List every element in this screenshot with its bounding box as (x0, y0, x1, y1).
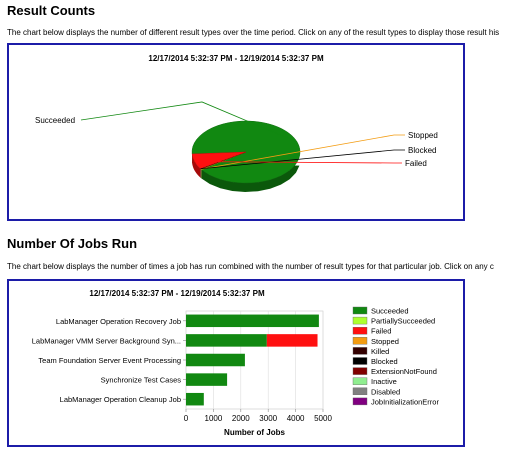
pie-label-succeeded[interactable]: Succeeded (35, 116, 75, 125)
bar-succeeded-4[interactable] (186, 373, 228, 386)
legend-swatch-stopped (352, 337, 368, 345)
bar-succeeded-5[interactable] (186, 392, 204, 406)
bar-succeeded-1[interactable] (186, 314, 319, 328)
legend-label-blocked[interactable]: Blocked (371, 357, 398, 366)
legend-label-extensionnotfound[interactable]: ExtensionNotFound (371, 367, 437, 376)
y-category-label[interactable]: LabManager VMM Server Background Syn... (32, 336, 181, 345)
result-counts-heading: Result Counts (7, 3, 96, 18)
legend-label-jobinitializationerror[interactable]: JobInitializationError (371, 397, 439, 406)
legend-swatch-blocked (352, 357, 368, 365)
jobs-run-heading: Number Of Jobs Run (7, 236, 138, 251)
legend-label-partiallysucceeded[interactable]: PartiallySucceeded (371, 317, 435, 326)
result-counts-description: The chart below displays the number of d… (7, 28, 500, 37)
jobs-run-bar-chart[interactable]: 12/17/2014 5:32:37 PM - 12/19/2014 5:32:… (9, 281, 463, 445)
pie-label-blocked[interactable]: Blocked (408, 146, 436, 155)
legend-swatch-extensionnotfound (352, 367, 368, 375)
pie-leader-failed (194, 161, 402, 164)
y-category-label[interactable]: LabManager Operation Cleanup Job (60, 395, 181, 404)
bar-succeeded-2[interactable] (186, 334, 267, 347)
legend-swatch-jobinitializationerror (352, 397, 368, 406)
x-tick-label: 0 (184, 414, 189, 423)
legend-swatch-killed (352, 347, 368, 355)
x-tick-label: 1000 (205, 414, 223, 423)
pie-label-failed[interactable]: Failed (405, 159, 427, 168)
bar-failed-2[interactable] (266, 334, 318, 347)
x-tick-label: 4000 (287, 414, 305, 423)
pie-label-stopped[interactable]: Stopped (408, 131, 438, 140)
legend-label-stopped[interactable]: Stopped (371, 337, 399, 346)
legend-swatch-succeeded (352, 306, 368, 315)
legend-label-inactive[interactable]: Inactive (371, 377, 397, 386)
y-category-label[interactable]: Team Foundation Server Event Processing (38, 356, 181, 365)
bar-chart-title: 12/17/2014 5:32:37 PM - 12/19/2014 5:32:… (89, 289, 265, 298)
legend-swatch-inactive (352, 377, 368, 385)
jobs-run-chart-panel: 12/17/2014 5:32:37 PM - 12/19/2014 5:32:… (7, 279, 465, 447)
result-counts-pie-chart[interactable]: 12/17/2014 5:32:37 PM - 12/19/2014 5:32:… (9, 45, 463, 219)
pie-chart-title: 12/17/2014 5:32:37 PM - 12/19/2014 5:32:… (148, 54, 324, 63)
legend-swatch-failed (352, 327, 368, 335)
pie-leader-stopped (200, 134, 405, 170)
pie-leader-blocked (200, 149, 405, 170)
legend-label-disabled[interactable]: Disabled (371, 387, 400, 396)
legend-swatch-disabled (352, 387, 368, 396)
y-category-label[interactable]: LabManager Operation Recovery Job (56, 317, 181, 326)
x-tick-label: 3000 (259, 414, 277, 423)
legend-label-failed[interactable]: Failed (371, 327, 391, 336)
legend-label-succeeded[interactable]: Succeeded (371, 307, 409, 316)
pie-leader-succeeded (80, 101, 298, 143)
legend-label-killed[interactable]: Killed (371, 347, 389, 356)
pie-slice-side-stopped (200, 168, 202, 179)
y-category-label[interactable]: Synchronize Test Cases (101, 376, 182, 385)
jobs-run-description: The chart below displays the number of t… (7, 262, 494, 271)
x-tick-label: 5000 (314, 414, 332, 423)
pie-slice-side-failed (192, 153, 201, 178)
x-tick-label: 2000 (232, 414, 250, 423)
result-counts-chart-panel: 12/17/2014 5:32:37 PM - 12/19/2014 5:32:… (7, 43, 465, 221)
x-axis-label: Number of Jobs (224, 428, 285, 437)
legend-swatch-partiallysucceeded (352, 316, 368, 325)
bar-succeeded-3[interactable] (186, 353, 245, 367)
